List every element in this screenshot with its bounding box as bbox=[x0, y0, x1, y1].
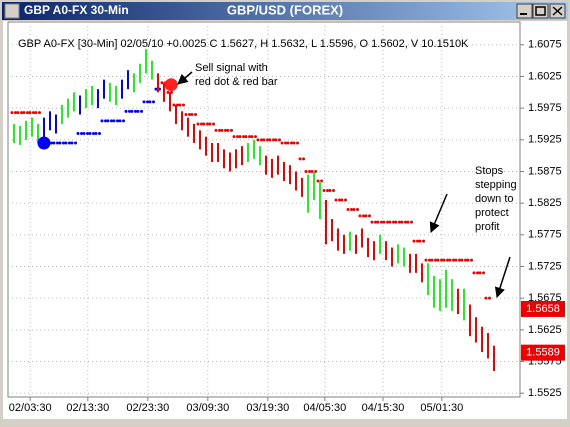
x-tick-label: 02/03:30 bbox=[9, 402, 52, 414]
window-title: GBP A0-FX 30-Min bbox=[24, 3, 129, 17]
x-tick-label: 03/09:30 bbox=[186, 402, 229, 414]
annotation-text: profit bbox=[475, 221, 499, 233]
x-tick-label: 04/15:30 bbox=[362, 402, 405, 414]
plot-area bbox=[7, 21, 521, 398]
annotation-text: Sell signal with bbox=[195, 62, 268, 74]
minimize-button[interactable] bbox=[516, 3, 533, 19]
y-tick-label: 1.5775 bbox=[528, 229, 562, 241]
y-tick-label: 1.5725 bbox=[528, 260, 562, 272]
marks: 1.5658 1.5589 bbox=[10, 49, 565, 372]
title-bar bbox=[2, 2, 568, 20]
window-buttons bbox=[516, 3, 566, 19]
annotation-arrow bbox=[429, 193, 448, 233]
annotation-arrow bbox=[494, 256, 511, 298]
grid: 1.6075 1.6025 1.5975 1.5925 1.5875 1.5825 1.57… bbox=[8, 22, 562, 414]
y-tick-label: 1.6075 bbox=[528, 39, 562, 51]
x-tick-label: 03/19:30 bbox=[246, 402, 289, 414]
x-tick-label: 05/01:30 bbox=[420, 402, 463, 414]
maximize-glyph bbox=[535, 6, 546, 16]
annotations: Sell signal with red dot & red bar Stops st… bbox=[177, 62, 517, 298]
annotation-text: protect bbox=[475, 207, 509, 219]
y-tick-label: 1.5875 bbox=[528, 165, 562, 177]
y-tick-label: 1.5975 bbox=[528, 102, 562, 114]
signal-dot bbox=[164, 78, 178, 92]
price-label: 1.5589 bbox=[526, 347, 560, 359]
window-icon bbox=[4, 3, 20, 19]
x-tick-label: 04/05:30 bbox=[303, 402, 346, 414]
price-label-box bbox=[521, 344, 565, 361]
y-tick-label: 1.6025 bbox=[528, 70, 562, 82]
chart-subtitle: GBP A0-FX [30-Min] 02/05/10 +0.0025 C 1.… bbox=[18, 38, 469, 50]
chart-title: GBP/USD (FOREX) bbox=[227, 2, 343, 17]
y-tick-label: 1.5625 bbox=[528, 324, 562, 336]
annotation-text: red dot & red bar bbox=[195, 76, 278, 88]
annotation-text: down to bbox=[475, 193, 514, 205]
x-tick-label: 02/23:30 bbox=[126, 402, 169, 414]
y-tick-label: 1.5925 bbox=[528, 134, 562, 146]
close-glyph bbox=[552, 6, 563, 16]
signal-dot bbox=[37, 136, 51, 150]
price-label: 1.5658 bbox=[526, 303, 560, 315]
price-label-box bbox=[521, 300, 565, 317]
y-tick-label: 1.5825 bbox=[528, 197, 562, 209]
annotation-arrow bbox=[177, 71, 193, 85]
annotation-text: stepping bbox=[475, 179, 517, 191]
y-tick-label: 1.5525 bbox=[528, 387, 562, 399]
annotation-text: Stops bbox=[475, 165, 504, 177]
x-tick-label: 02/13:30 bbox=[66, 402, 109, 414]
